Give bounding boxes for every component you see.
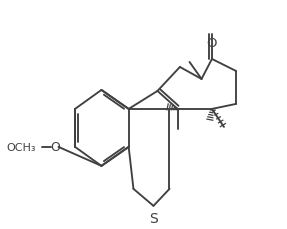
Text: S: S <box>149 211 158 225</box>
Text: O: O <box>50 141 60 154</box>
Text: OCH₃: OCH₃ <box>7 142 36 152</box>
Text: O: O <box>207 37 217 50</box>
